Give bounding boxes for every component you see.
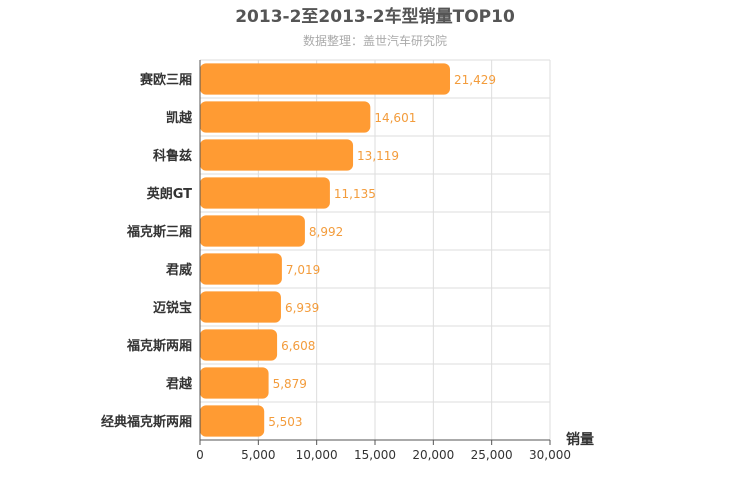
- category-label: 英朗GT: [146, 186, 192, 202]
- bar: [200, 405, 265, 437]
- data-label: 6,608: [281, 339, 315, 353]
- data-label: 6,939: [285, 301, 319, 315]
- category-label: 君威: [166, 262, 192, 278]
- bar: [200, 63, 451, 95]
- category-label: 福克斯两厢: [126, 338, 192, 354]
- x-tick-label: 0: [196, 448, 204, 462]
- bar: [200, 367, 269, 399]
- category-label: 君越: [166, 376, 193, 392]
- data-label: 5,879: [273, 377, 307, 391]
- bar: [200, 101, 371, 133]
- data-label: 11,135: [334, 187, 376, 201]
- bar: [200, 215, 305, 247]
- x-tick-label: 25,000: [471, 448, 513, 462]
- x-tick-label: 30,000: [529, 448, 571, 462]
- data-label: 8,992: [309, 225, 343, 239]
- x-axis-title: 销量: [566, 431, 594, 448]
- chart-subtitle: 数据整理：盖世汽车研究院: [303, 33, 447, 48]
- bars: [200, 63, 451, 437]
- x-tick-label: 20,000: [412, 448, 454, 462]
- bar: [200, 139, 354, 171]
- category-label: 科鲁兹: [153, 148, 192, 164]
- bar: [200, 177, 330, 209]
- category-label: 福克斯三厢: [126, 224, 192, 240]
- x-tick-label: 10,000: [296, 448, 338, 462]
- labels: 赛欧三厢 21,429 凯越 14,601 科鲁兹 13,119 英朗GT 11,135 福克斯…: [101, 72, 496, 430]
- category-label: 凯越: [166, 110, 193, 126]
- x-tick-label: 15,000: [354, 448, 396, 462]
- data-label: 13,119: [357, 149, 399, 163]
- data-label: 7,019: [286, 263, 320, 277]
- category-label: 迈锐宝: [153, 300, 192, 316]
- bar: [200, 253, 282, 285]
- category-label: 赛欧三厢: [139, 72, 192, 88]
- axes: 0 5,000 10,000 15,000 20,000 25,000 30,000: [196, 60, 571, 462]
- data-label: 21,429: [454, 73, 496, 87]
- chart-title: 2013-2至2013-2车型销量TOP10: [235, 6, 515, 27]
- bar: [200, 291, 281, 323]
- data-label: 5,503: [268, 415, 302, 429]
- data-label: 14,601: [374, 111, 416, 125]
- x-tick-label: 5,000: [241, 448, 275, 462]
- category-label: 经典福克斯两厢: [101, 414, 192, 430]
- bar: [200, 329, 278, 361]
